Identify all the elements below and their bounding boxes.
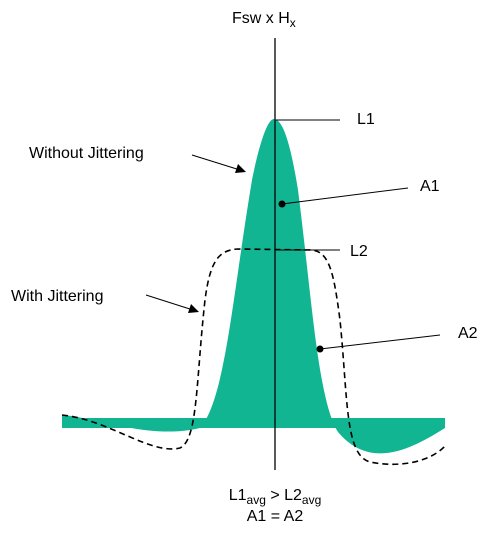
equation-levels: L1avg > L2avg: [175, 487, 375, 507]
vertical-axis-label: Fsw x Hx: [232, 10, 296, 30]
without-jittering-arrow-line: [191, 154, 241, 171]
a2-leader: [319, 334, 441, 350]
with-jittering-arrow-line: [145, 294, 194, 311]
without-jittering-label: Without Jittering: [29, 145, 144, 162]
axis-label-sub: x: [289, 16, 296, 30]
with-jittering-arrowhead: [188, 304, 199, 313]
with-jittering-label: With Jittering: [11, 288, 104, 305]
without-jittering-area: [62, 119, 445, 454]
without-jittering-arrowhead: [235, 164, 246, 173]
with-jittering-curve: [61, 248, 446, 466]
l2-label: L2: [350, 243, 368, 260]
l1-label: L1: [357, 111, 375, 128]
eq-l1-sub: avg: [246, 493, 266, 507]
baseline-band: [62, 418, 445, 428]
eq-l1: L1: [228, 487, 247, 504]
a2-label: A2: [458, 325, 478, 342]
eq-l2-sub: avg: [301, 493, 322, 507]
equation-areas: A1 = A2: [246, 508, 304, 525]
a1-leader: [281, 187, 409, 205]
axis-label-main: Fsw x H: [232, 10, 290, 27]
eq-l2: L2: [284, 487, 302, 504]
a1-label: A1: [420, 178, 440, 195]
eq-op: >: [265, 487, 285, 504]
